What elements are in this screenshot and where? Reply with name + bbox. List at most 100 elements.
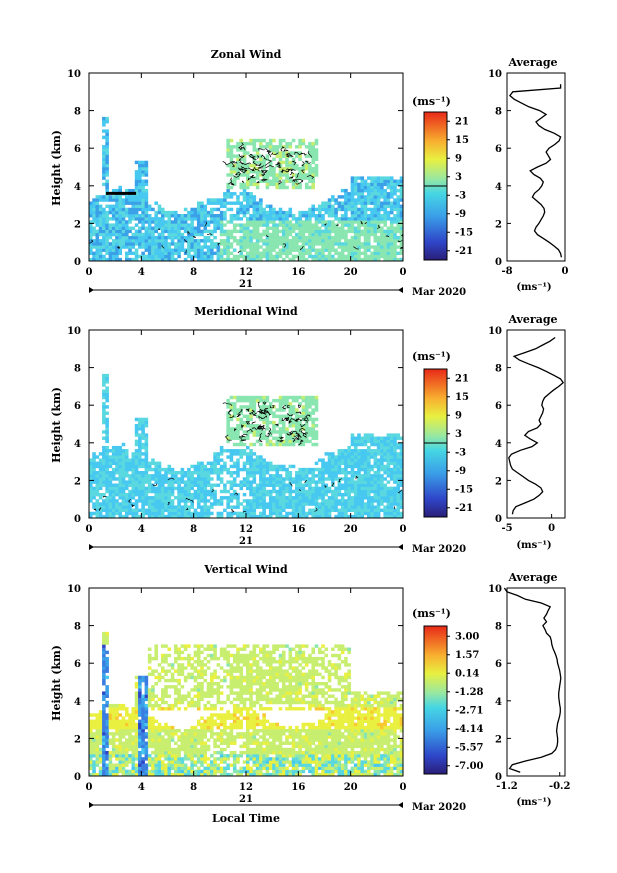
heatmap-cell (138, 483, 142, 487)
heatmap-cell (393, 508, 397, 513)
heatmap-cell (288, 464, 293, 469)
heatmap-cell (236, 471, 240, 475)
heatmap-cell (301, 232, 306, 237)
heatmap-cell (278, 239, 283, 243)
heatmap-cell (353, 239, 358, 243)
heatmap-cell (92, 760, 96, 764)
heatmap-cell (236, 433, 240, 437)
heatmap-cell (177, 735, 181, 739)
heatmap-cell (193, 242, 198, 246)
heatmap-cell (141, 245, 145, 249)
heatmap-cell (373, 188, 378, 193)
heatmap-cell (331, 220, 335, 224)
heatmap-cell (301, 141, 306, 146)
heatmap-cell (144, 167, 149, 171)
heatmap-cell (138, 439, 142, 444)
heatmap-cell (167, 663, 172, 667)
heatmap-cell (177, 697, 181, 702)
heatmap-cell (337, 226, 342, 230)
heatmap-cell (272, 207, 276, 212)
heatmap-cell (121, 474, 126, 478)
heatmap-cell (144, 480, 149, 484)
heatmap-cell (393, 467, 397, 472)
heatmap-cell (331, 248, 335, 252)
heatmap-cell (128, 732, 132, 736)
heatmap-cell (219, 239, 224, 243)
heatmap-cell (144, 439, 149, 444)
heatmap-cell (281, 480, 286, 484)
heatmap-cell (399, 182, 404, 187)
heatmap-cell (213, 455, 217, 459)
heatmap-cell (108, 496, 113, 500)
heatmap-cell (115, 207, 119, 212)
heatmap-cell (350, 483, 355, 487)
heatmap-cell (308, 232, 312, 237)
heatmap-cell (128, 188, 132, 193)
heatmap-cell (246, 467, 250, 472)
heatmap-cell (154, 738, 158, 742)
heatmap-cell (337, 232, 342, 237)
heatmap-cell (376, 220, 381, 224)
heatmap-cell (278, 173, 283, 177)
heatmap-cell (128, 248, 132, 252)
heatmap-cell (239, 405, 244, 409)
heatmap-cell (124, 505, 129, 509)
heatmap-cell (134, 170, 139, 174)
heatmap-cell (311, 170, 315, 174)
heatmap-cell (144, 424, 149, 428)
heatmap-cell (255, 254, 260, 259)
heatmap-cell (160, 766, 165, 771)
heatmap-cell (298, 496, 302, 500)
heatmap-cell (183, 223, 188, 227)
heatmap-cell (160, 492, 165, 497)
heatmap-cell (265, 492, 270, 497)
avg-y-tick-label: 6 (495, 144, 502, 155)
heatmap-cell (255, 207, 260, 212)
heatmap-cell (353, 439, 358, 444)
heatmap-cell (219, 248, 224, 252)
heatmap-cell (89, 226, 93, 230)
heatmap-cell (386, 229, 391, 234)
heatmap-cell (396, 445, 401, 450)
heatmap-cell (396, 477, 401, 481)
heatmap-cell (393, 188, 397, 193)
heatmap-cell (246, 471, 250, 475)
heatmap-cell (396, 496, 401, 500)
heatmap-cell (157, 750, 162, 755)
heatmap-cell (105, 398, 109, 403)
heatmap-cell (144, 685, 149, 689)
heatmap-cell (311, 511, 315, 516)
heatmap-cell (147, 772, 152, 777)
heatmap-cell (115, 725, 119, 730)
heatmap-cell (321, 477, 325, 481)
heatmap-cell (275, 480, 280, 484)
heatmap-cell (288, 433, 293, 437)
heatmap-cell (121, 514, 126, 519)
heatmap-cell (249, 251, 253, 256)
heatmap-cell (151, 772, 155, 777)
heatmap-cell (301, 229, 306, 234)
heatmap-cell (131, 232, 136, 237)
heatmap-cell (370, 182, 374, 187)
heatmap-cell (170, 248, 175, 252)
heatmap-cell (226, 251, 230, 256)
heatmap-cell (360, 489, 365, 494)
heatmap-cell (311, 207, 315, 212)
heatmap-cell (144, 214, 149, 218)
heatmap-cell (246, 405, 250, 409)
heatmap-cell (249, 257, 253, 262)
heatmap-cell (334, 239, 338, 243)
heatmap-cell (278, 414, 283, 419)
heatmap-cell (190, 235, 194, 240)
heatmap-cell (167, 464, 172, 469)
heatmap-cell (138, 694, 142, 698)
heatmap-cell (367, 471, 371, 475)
heatmap-cell (226, 424, 230, 428)
heatmap-cell (164, 502, 168, 506)
heatmap-cell (105, 458, 109, 462)
heatmap-cell (321, 220, 325, 224)
heatmap-cell (288, 436, 293, 440)
heatmap-cell (389, 251, 394, 256)
heatmap-cell (249, 474, 253, 478)
heatmap-cell (357, 467, 361, 472)
